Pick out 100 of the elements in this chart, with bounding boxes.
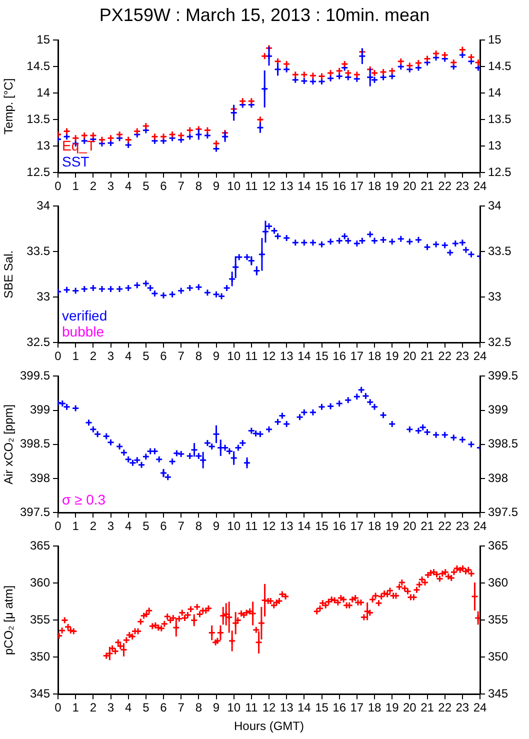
x-tick-label: 1: [72, 179, 80, 194]
x-tick-label: 11: [245, 179, 258, 194]
point: [186, 126, 194, 134]
point: [98, 285, 106, 293]
x-axis-title: Hours (GMT): [234, 719, 304, 734]
x-tick-label: 18: [368, 349, 382, 364]
x-tick-label: 17: [350, 700, 364, 715]
point: [80, 285, 88, 293]
point: [336, 237, 344, 245]
x-tick-label: 4: [124, 349, 132, 364]
x-tick-label: 19: [385, 519, 400, 534]
point: [380, 68, 388, 76]
y-tick-label: 399: [30, 402, 50, 417]
y-axis-title: Air xCO₂ [ppm]: [2, 404, 16, 484]
chart-title: PX159W : March 15, 2013 : 10min. mean: [98, 4, 431, 27]
point: [133, 128, 141, 136]
point: [414, 236, 422, 244]
x-tick-label: 8: [195, 349, 202, 364]
x-tick-label: 8: [195, 519, 202, 534]
point: [116, 285, 124, 293]
point: [458, 51, 466, 59]
x-tick-label: 2: [90, 179, 97, 194]
point: [344, 69, 352, 77]
x-tick-label: 12: [262, 349, 276, 364]
x-tick-label: 2: [90, 349, 97, 364]
point: [432, 50, 440, 58]
point: [388, 72, 396, 80]
y-tick-label: 15: [36, 32, 50, 47]
y2-tick-label: 365: [488, 538, 508, 553]
point: [238, 101, 246, 109]
point: [248, 101, 256, 109]
y2-tick-label: 32.5: [488, 334, 512, 349]
point: [98, 136, 106, 144]
y-tick-label: 33.5: [26, 244, 50, 258]
x-tick-label: 0: [54, 700, 62, 715]
point: [446, 248, 454, 256]
point: [116, 130, 124, 138]
y2-tick-label: 397.5: [488, 504, 518, 519]
x-tick-label: 10: [227, 349, 241, 364]
point: [300, 70, 308, 78]
y-tick-label: 32.5: [26, 334, 50, 349]
x-tick-label: 12: [262, 519, 276, 534]
x-tick-label: 19: [385, 179, 400, 194]
x-tick-label: 17: [350, 179, 364, 194]
series-label: Eq_T: [62, 138, 96, 154]
point: [414, 64, 422, 72]
point: [142, 122, 150, 130]
y2-tick-label: 14: [488, 85, 502, 100]
point: [467, 53, 475, 61]
x-tick-label: 19: [385, 700, 400, 715]
x-tick-label: 18: [368, 179, 382, 194]
point: [318, 240, 326, 248]
point: [160, 132, 168, 140]
point: [406, 238, 414, 246]
x-tick-label: 22: [438, 179, 452, 194]
x-tick-label: 1: [72, 519, 80, 534]
y-tick-label: 345: [30, 686, 50, 701]
x-tick-label: 2: [90, 700, 97, 715]
x-tick-label: 20: [402, 179, 417, 194]
x-tick-label: 4: [124, 700, 132, 715]
x-tick-label: 11: [245, 519, 258, 534]
point: [450, 62, 458, 70]
point: [397, 235, 405, 243]
point: [326, 238, 334, 246]
x-tick-label: 13: [280, 179, 294, 194]
x-tick-label: 19: [385, 349, 400, 364]
x-tick-label: 22: [438, 700, 452, 715]
x-tick-label: 12: [262, 179, 276, 194]
point: [458, 46, 466, 54]
point: [406, 62, 414, 70]
point: [186, 284, 194, 292]
x-tick-label: 21: [420, 519, 434, 534]
x-tick-label: 6: [160, 349, 168, 364]
x-tick-label: 8: [195, 700, 202, 715]
point: [380, 74, 388, 82]
x-tick-label: 9: [212, 349, 220, 364]
x-tick-label: 15: [315, 519, 329, 534]
point: [160, 137, 168, 145]
point: [300, 77, 308, 85]
x-tick-label: 1: [72, 349, 80, 364]
y-tick-label: 34: [36, 198, 50, 213]
y2-tick-label: 399.5: [488, 368, 518, 383]
y-tick-label: 399.5: [20, 368, 50, 383]
x-tick-label: 16: [332, 519, 346, 534]
point: [194, 283, 202, 291]
point: [432, 54, 440, 62]
point: [204, 288, 212, 296]
point: [336, 67, 344, 75]
point: [282, 60, 290, 68]
point: [326, 69, 334, 77]
point: [204, 132, 212, 140]
y2-tick-label: 360: [488, 576, 508, 590]
point: [107, 285, 114, 293]
y2-tick-label: 355: [488, 612, 508, 627]
point: [309, 78, 317, 86]
y2-tick-label: 15: [488, 32, 502, 47]
y2-tick-label: 350: [488, 650, 508, 664]
x-tick-label: 18: [368, 700, 382, 715]
y2-tick-label: 399: [488, 402, 508, 417]
y2-tick-label: 398: [488, 470, 508, 485]
